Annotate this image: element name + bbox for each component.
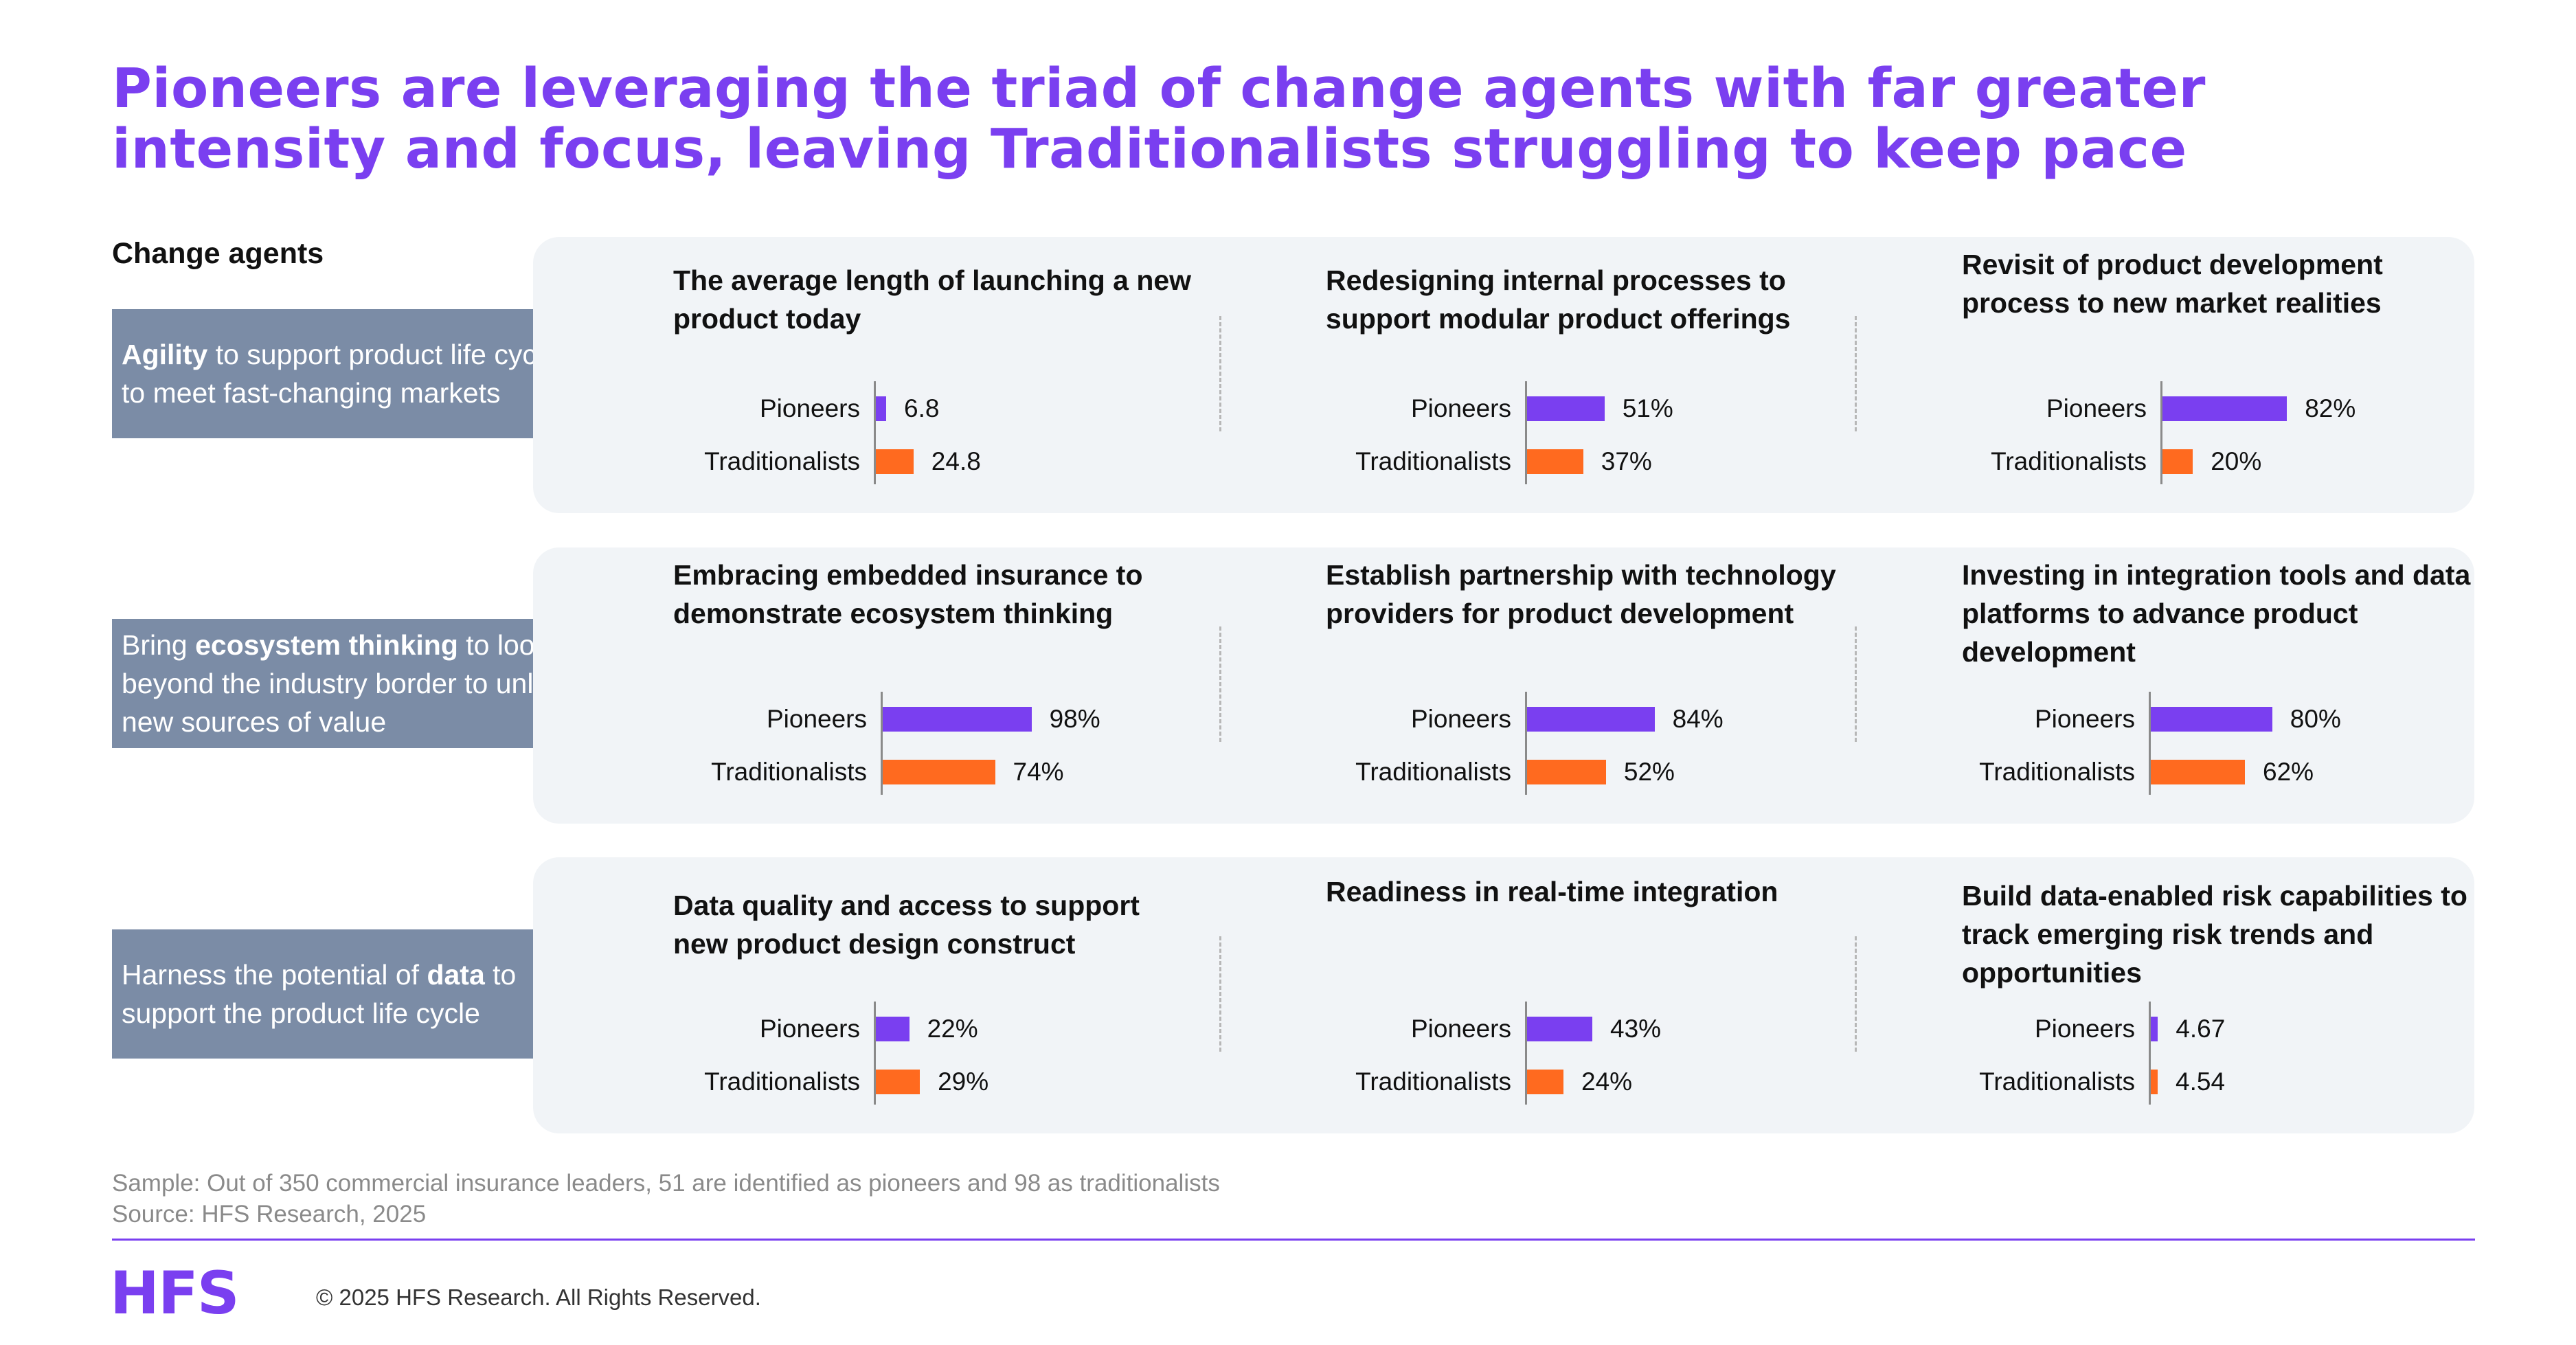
traditionalists-value: 4.54 — [2176, 1067, 2226, 1096]
pioneers-bar — [876, 1017, 909, 1041]
metric-title: Establish partnership with technology pr… — [1326, 559, 1836, 629]
bar-axis — [874, 381, 876, 484]
traditionalists-value: 52% — [1623, 758, 1675, 786]
footnote: Sample: Out of 350 commercial insurance … — [112, 1168, 1220, 1230]
traditionalists-value: 24.8 — [931, 447, 981, 475]
pioneers-value: 80% — [2290, 705, 2341, 733]
change-agent-panel — [533, 237, 2474, 513]
change-agent-text: Bring ecosystem thinking to look beyond … — [122, 629, 578, 738]
bar-axis — [874, 1002, 876, 1105]
bar-axis — [2149, 1002, 2151, 1105]
pioneers-value: 4.67 — [2176, 1015, 2226, 1043]
pioneers-bar — [1527, 396, 1605, 421]
traditionalists-label: Traditionalists — [1979, 758, 2135, 786]
page-title: Pioneers are leveraging the triad of cha… — [112, 57, 2206, 181]
pioneers-bar — [2151, 707, 2272, 732]
pioneers-value: 22% — [927, 1015, 978, 1043]
footnote-sample: Sample: Out of 350 commercial insurance … — [112, 1170, 1220, 1197]
pioneers-value: 6.8 — [904, 394, 940, 422]
traditionalists-label: Traditionalists — [704, 447, 860, 475]
change-agent-box: Bring ecosystem thinking to look beyond … — [112, 619, 602, 748]
traditionalists-label: Traditionalists — [704, 1067, 860, 1096]
pioneers-value: 84% — [1672, 705, 1724, 733]
traditionalists-bar — [883, 760, 995, 784]
traditionalists-label: Traditionalists — [1979, 1067, 2135, 1096]
metric-title: Data quality and access to support new p… — [673, 890, 1140, 960]
traditionalists-bar — [1527, 760, 1606, 784]
footnote-source: Source: HFS Research, 2025 — [112, 1201, 427, 1228]
column-divider — [1219, 316, 1221, 431]
metric-title: Revisit of product development process t… — [1962, 249, 2383, 319]
column-divider — [1219, 626, 1221, 742]
traditionalists-label: Traditionalists — [711, 758, 867, 786]
bar-axis — [1525, 1002, 1527, 1105]
pioneers-label: Pioneers — [766, 705, 867, 733]
pioneers-bar — [876, 396, 887, 421]
pioneers-bar — [1527, 707, 1655, 732]
pioneers-label: Pioneers — [1410, 394, 1511, 422]
pioneers-label: Pioneers — [759, 394, 860, 422]
hfs-logo: HFS — [110, 1259, 240, 1328]
traditionalists-label: Traditionalists — [1355, 447, 1511, 475]
traditionalists-bar — [2162, 449, 2193, 474]
change-agents-heading: Change agents — [112, 237, 324, 270]
pioneers-label: Pioneers — [1410, 705, 1511, 733]
traditionalists-value: 62% — [2263, 758, 2314, 786]
metric-title: Readiness in real-time integration — [1326, 876, 1778, 907]
traditionalists-value: 20% — [2211, 447, 2262, 475]
copyright: © 2025 HFS Research. All Rights Reserved… — [316, 1285, 761, 1310]
bar-axis — [1525, 381, 1527, 484]
pioneers-bar — [2151, 1017, 2158, 1041]
change-agent-keyword: ecosystem thinking — [195, 629, 458, 661]
pioneers-value: 51% — [1622, 394, 1673, 422]
bar-axis — [2160, 381, 2162, 484]
metric-title: Embracing embedded insurance to demonstr… — [673, 559, 1143, 629]
traditionalists-value: 24% — [1581, 1067, 1633, 1096]
traditionalists-label: Traditionalists — [1355, 758, 1511, 786]
column-divider — [1219, 936, 1221, 1052]
pioneers-label: Pioneers — [2034, 1015, 2135, 1043]
pioneers-label: Pioneers — [2046, 394, 2147, 422]
column-divider — [1855, 936, 1857, 1052]
traditionalists-bar — [876, 1070, 920, 1094]
traditionalists-label: Traditionalists — [1355, 1067, 1511, 1096]
bar-axis — [881, 692, 883, 795]
traditionalists-value: 37% — [1601, 447, 1652, 475]
traditionalists-value: 74% — [1013, 758, 1064, 786]
traditionalists-bar — [876, 449, 914, 474]
traditionalists-label: Traditionalists — [1991, 447, 2147, 475]
pioneers-value: 43% — [1610, 1015, 1662, 1043]
metric-title: Redesigning internal processes to suppor… — [1326, 264, 1791, 335]
pioneers-label: Pioneers — [1410, 1015, 1511, 1043]
pioneers-bar — [1527, 1017, 1593, 1041]
change-agent-box: Agility to support product life cycle to… — [112, 309, 602, 438]
bar-axis — [1525, 692, 1527, 795]
traditionalists-bar — [2151, 1070, 2158, 1094]
footer-divider — [112, 1239, 2475, 1241]
pioneers-value: 82% — [2305, 394, 2356, 422]
traditionalists-bar — [2151, 760, 2246, 784]
pioneers-label: Pioneers — [759, 1015, 860, 1043]
change-agent-text: Agility to support product life cycle to… — [122, 339, 558, 409]
metric-title: The average length of launching a new pr… — [673, 264, 1192, 335]
change-agent-box: Harness the potential of data to support… — [112, 929, 602, 1059]
change-agent-keyword: data — [427, 959, 485, 991]
bar-axis — [2149, 692, 2151, 795]
change-agent-keyword: Agility — [122, 339, 208, 370]
traditionalists-bar — [1527, 1070, 1564, 1094]
metric-title: Build data-enabled risk capabilities to … — [1962, 880, 2467, 988]
column-divider — [1855, 626, 1857, 742]
pioneers-label: Pioneers — [2034, 705, 2135, 733]
pioneers-bar — [883, 707, 1032, 732]
traditionalists-value: 29% — [938, 1067, 989, 1096]
pioneers-value: 98% — [1049, 705, 1100, 733]
pioneers-bar — [2162, 396, 2287, 421]
traditionalists-bar — [1527, 449, 1583, 474]
change-agent-text: Harness the potential of data to support… — [122, 959, 517, 1029]
column-divider — [1855, 316, 1857, 431]
metric-title: Investing in integration tools and data … — [1962, 559, 2471, 668]
